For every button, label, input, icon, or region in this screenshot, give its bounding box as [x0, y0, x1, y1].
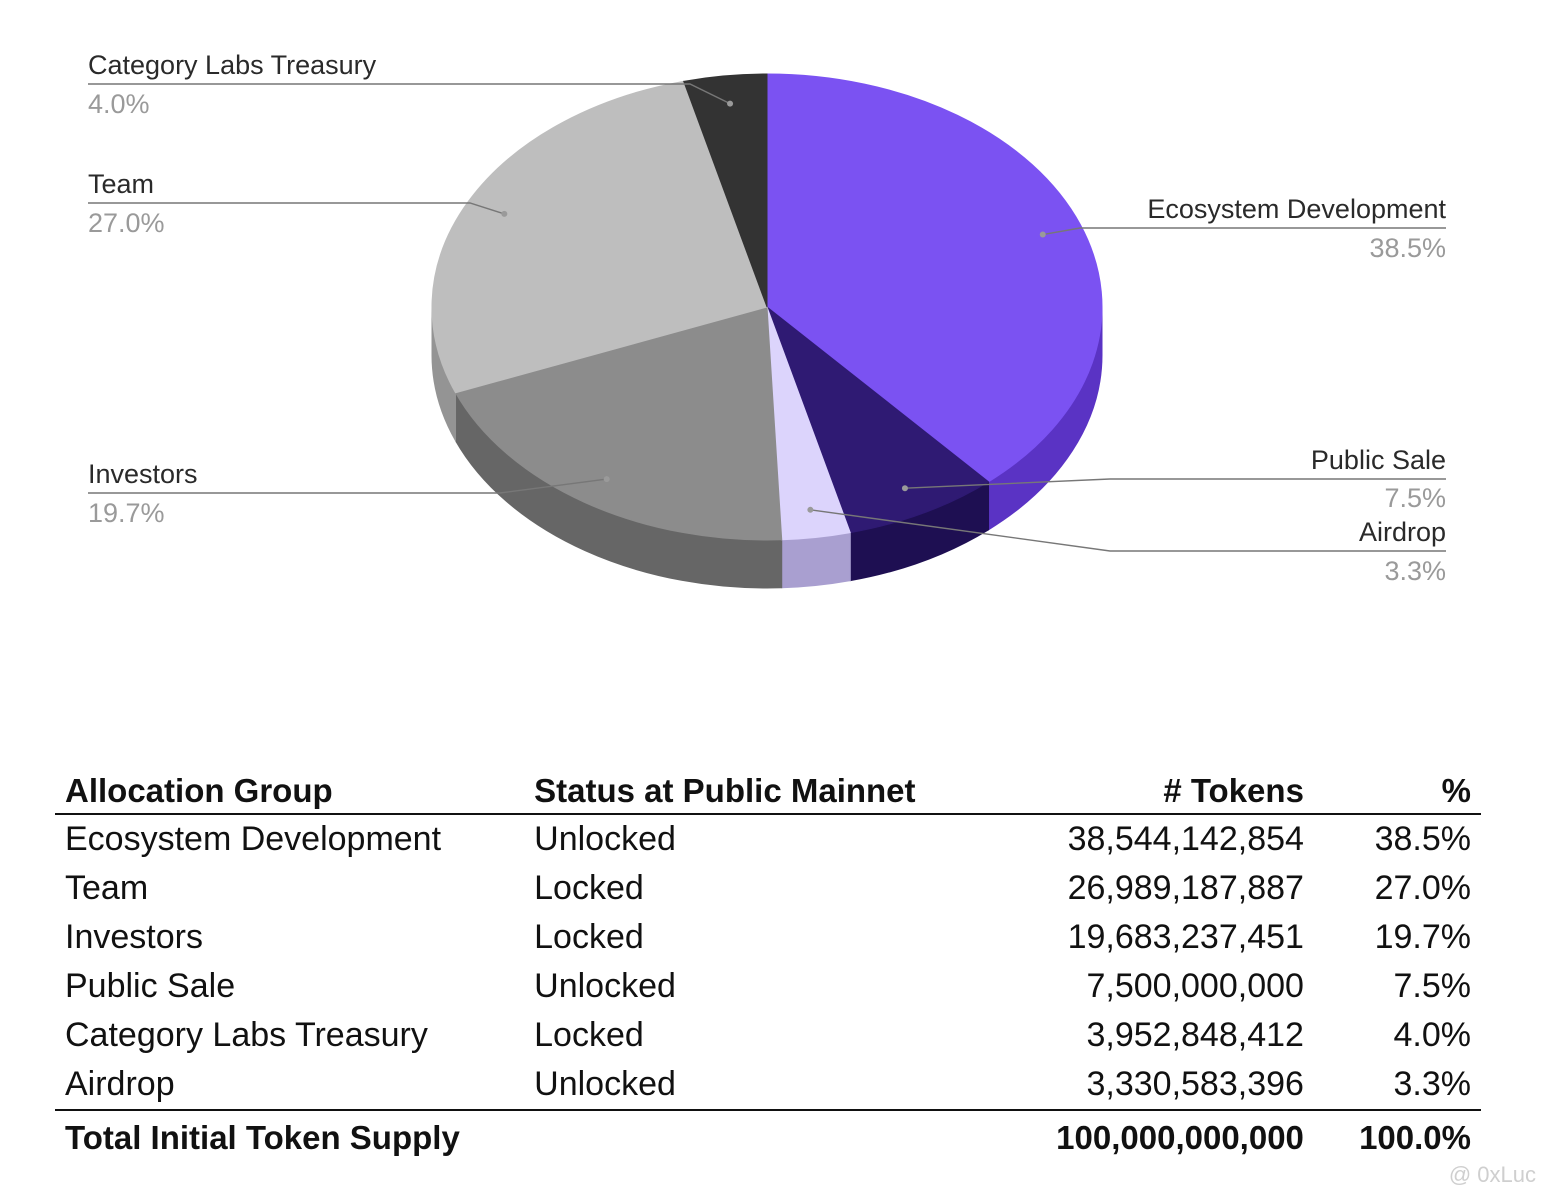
cell-tokens: 3,330,583,396 [1086, 1065, 1304, 1103]
leader-line-ecosystem-development [1042, 227, 1446, 236]
table-row: Team Locked 26,989,187,887 27.0% [55, 864, 1481, 913]
slice-label-team: Team [88, 169, 154, 199]
slice-label-category-labs-treasury: Category Labs Treasury [88, 50, 377, 80]
cell-percent: 38.5% [1374, 820, 1471, 858]
leader-line-airdrop [810, 509, 1446, 552]
table-row: Ecosystem Development Unlocked 38,544,14… [55, 814, 1481, 864]
table-total-row: Total Initial Token Supply 100,000,000,0… [55, 1109, 1481, 1165]
pie-side-airdrop [781, 532, 851, 589]
table-row: Public Sale Unlocked 7,500,000,000 7.5% [55, 962, 1481, 1011]
cell-status: Unlocked [534, 1065, 676, 1103]
cell-status: Locked [534, 869, 644, 907]
header-percent: % [1313, 765, 1481, 815]
cell-percent: 27.0% [1374, 869, 1471, 907]
cell-group: Investors [65, 918, 203, 956]
leader-dot-investors [603, 476, 610, 483]
cell-group: Category Labs Treasury [65, 1016, 428, 1054]
leader-line-investors [88, 478, 607, 494]
header-allocation-group: Allocation Group [55, 765, 525, 815]
cell-percent: 19.7% [1374, 918, 1471, 956]
slice-label-airdrop: Airdrop [1359, 517, 1446, 547]
table-header-row: Allocation Group Status at Public Mainne… [55, 765, 1481, 815]
header-status: Status at Public Mainnet [524, 765, 989, 815]
cell-status: Unlocked [534, 820, 676, 858]
watermark: @ 0xLuc [1448, 1162, 1536, 1187]
pie-slice-ecosystem-development [766, 73, 1103, 483]
pie-labels: Ecosystem Development 38.5% Public Sale 7.5… [88, 50, 1446, 586]
slice-percent-category-labs-treasury: 4.0% [88, 89, 150, 119]
pie-slice-investors [454, 306, 783, 541]
slice-percent-investors: 19.7% [88, 498, 165, 528]
cell-group: Public Sale [65, 967, 236, 1005]
leader-line-public-sale [904, 478, 1446, 489]
slice-percent-public-sale: 7.5% [1384, 483, 1446, 513]
pie-chart: Ecosystem Development 38.5% Public Sale 7.5… [88, 50, 1446, 589]
cell-status: Locked [534, 1016, 644, 1054]
total-status [524, 1109, 989, 1165]
cell-group: Airdrop [65, 1065, 175, 1103]
cell-tokens: 7,500,000,000 [1086, 967, 1304, 1005]
cell-percent: 3.3% [1393, 1065, 1472, 1103]
cell-status: Unlocked [534, 967, 676, 1005]
leader-dot-category-labs-treasury [727, 100, 734, 107]
cell-tokens: 26,989,187,887 [1067, 869, 1304, 907]
slice-label-investors: Investors [88, 459, 198, 489]
leader-dot-airdrop [807, 506, 814, 513]
slice-percent-ecosystem-development: 38.5% [1369, 233, 1446, 263]
slice-percent-team: 27.0% [88, 208, 165, 238]
table-row: Investors Locked 19,683,237,451 19.7% [55, 913, 1481, 962]
cell-group: Team [65, 869, 149, 907]
cell-group: Ecosystem Development [65, 820, 442, 858]
slice-label-public-sale: Public Sale [1311, 445, 1446, 475]
allocation-table: Allocation Group Status at Public Mainne… [55, 765, 1481, 1165]
pie-slice-team [431, 80, 768, 394]
cell-tokens: 19,683,237,451 [1067, 918, 1304, 956]
slice-label-ecosystem-development: Ecosystem Development [1147, 194, 1446, 224]
cell-percent: 7.5% [1393, 967, 1472, 1005]
table-row: Airdrop Unlocked 3,330,583,396 3.3% [55, 1060, 1481, 1110]
slice-percent-airdrop: 3.3% [1384, 556, 1446, 586]
header-tokens: # Tokens [988, 765, 1314, 815]
pie-slices [431, 73, 1103, 541]
leader-dot-public-sale [901, 485, 908, 492]
leader-dot-ecosystem-development [1039, 231, 1046, 238]
cell-status: Locked [534, 918, 644, 956]
cell-percent: 4.0% [1393, 1016, 1472, 1054]
pie-slice-category-labs-treasury [683, 73, 768, 308]
table-row: Category Labs Treasury Locked 3,952,848,… [55, 1011, 1481, 1060]
leader-line-category-labs-treasury [88, 83, 731, 105]
leader-line-team [88, 202, 505, 215]
leader-dot-team [501, 210, 508, 217]
total-tokens: 100,000,000,000 [988, 1109, 1314, 1165]
total-percent: 100.0% [1313, 1109, 1481, 1165]
total-label: Total Initial Token Supply [55, 1109, 525, 1165]
cell-tokens: 38,544,142,854 [1067, 820, 1304, 858]
cell-tokens: 3,952,848,412 [1086, 1016, 1304, 1054]
